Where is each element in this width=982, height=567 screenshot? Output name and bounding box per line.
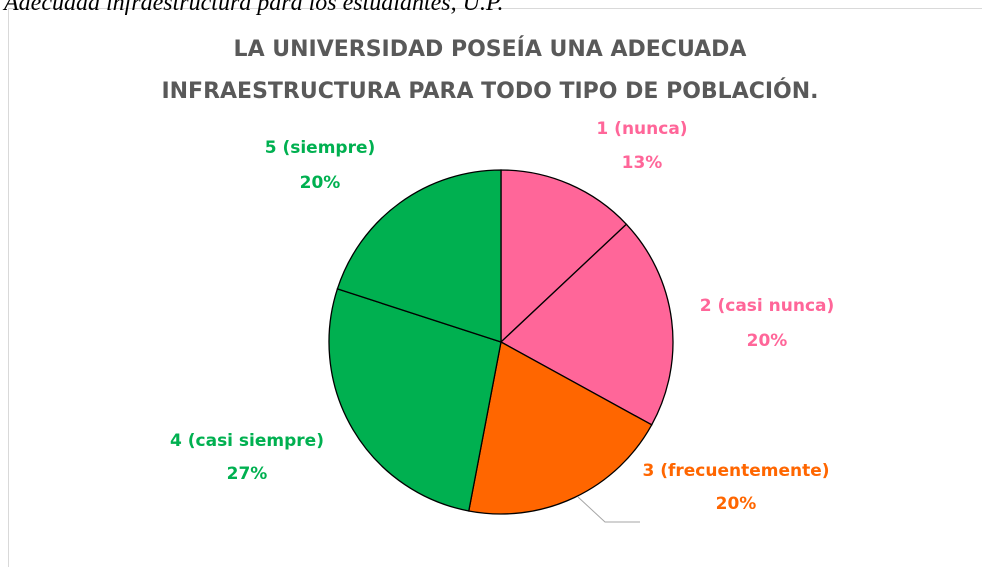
slice-label: 1 (nunca) — [596, 119, 687, 139]
slice-label: 5 (siempre) — [265, 138, 376, 158]
slice-value: 13% — [622, 153, 663, 173]
pie-slice — [499, 223, 674, 426]
slice-value: 20% — [716, 494, 757, 514]
slice-label: 4 (casi siempre) — [170, 431, 324, 451]
slice-value: 27% — [227, 464, 268, 484]
slice-label: 2 (casi nunca) — [700, 296, 835, 316]
caption: Adecuada infraestructura para los estudi… — [2, 0, 504, 16]
pie-slice — [336, 169, 502, 343]
slice-label: 3 (frecuentemente) — [642, 461, 829, 481]
pie-slice — [468, 340, 653, 515]
chart-title: INFRAESTRUCTURA PARA TODO TIPO DE POBLAC… — [161, 78, 818, 104]
slice-value: 20% — [300, 173, 341, 193]
pie-slice — [328, 288, 502, 512]
chart-title: LA UNIVERSIDAD POSEÍA UNA ADECUADA — [234, 36, 747, 62]
slice-value: 20% — [747, 331, 788, 351]
leader-line — [577, 496, 640, 523]
pie-slice — [500, 169, 628, 344]
